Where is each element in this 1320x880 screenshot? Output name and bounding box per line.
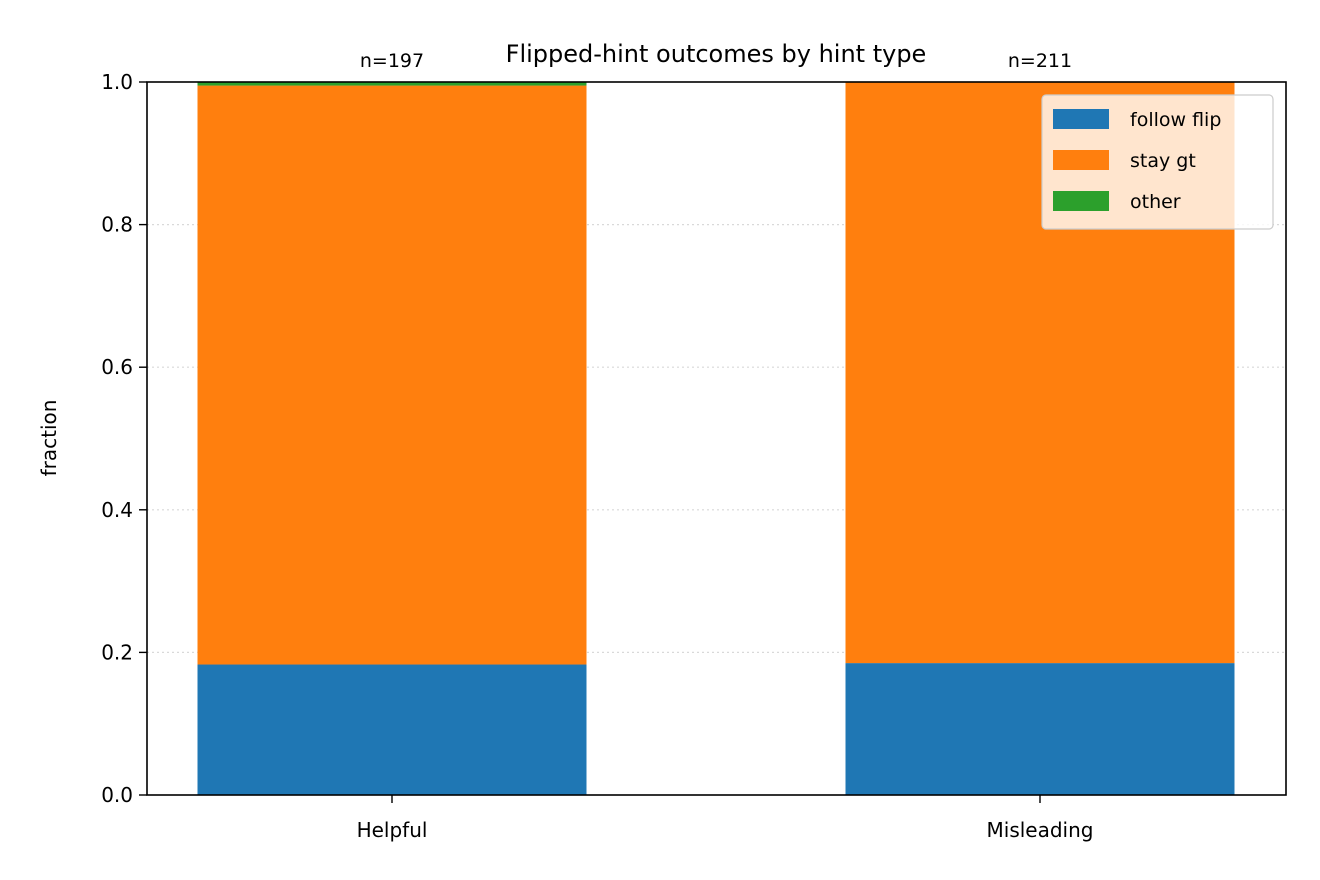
y-axis-label: fraction [37, 400, 61, 477]
bar-segment-helpful-follow-flip [197, 664, 587, 795]
legend: follow flip stay gt other [1041, 94, 1274, 230]
y-axis: 0.0 0.2 0.4 0.6 0.8 1.0 [101, 70, 147, 807]
y-tick-label: 0.0 [101, 783, 133, 807]
bar-segment-misleading-follow-flip [845, 663, 1235, 795]
x-tick-label: Misleading [987, 818, 1094, 842]
legend-label: follow flip [1130, 109, 1221, 131]
x-tick-label: Helpful [357, 818, 428, 842]
legend-label: stay gt [1130, 150, 1196, 172]
bar-stacks [197, 82, 1235, 795]
bar-segment-helpful-other [197, 82, 587, 86]
y-tick-label: 0.4 [101, 498, 133, 522]
legend-swatch [1053, 191, 1109, 211]
x-axis: Helpful Misleading [357, 795, 1094, 842]
bar-segment-helpful-stay-gt [197, 85, 587, 665]
bar-count-label: n=211 [1008, 50, 1072, 72]
legend-label: other [1130, 191, 1181, 213]
legend-swatch [1053, 109, 1109, 129]
bar-count-label: n=197 [360, 50, 424, 72]
y-tick-label: 1.0 [101, 70, 133, 94]
bar-count-labels: n=197 n=211 [360, 50, 1072, 72]
plot-frame [146, 81, 1287, 796]
y-tick-label: 0.2 [101, 640, 133, 664]
y-tick-label: 0.6 [101, 355, 133, 379]
y-tick-label: 0.8 [101, 213, 133, 237]
legend-swatch [1053, 150, 1109, 170]
chart-title: Flipped-hint outcomes by hint type [506, 40, 927, 68]
